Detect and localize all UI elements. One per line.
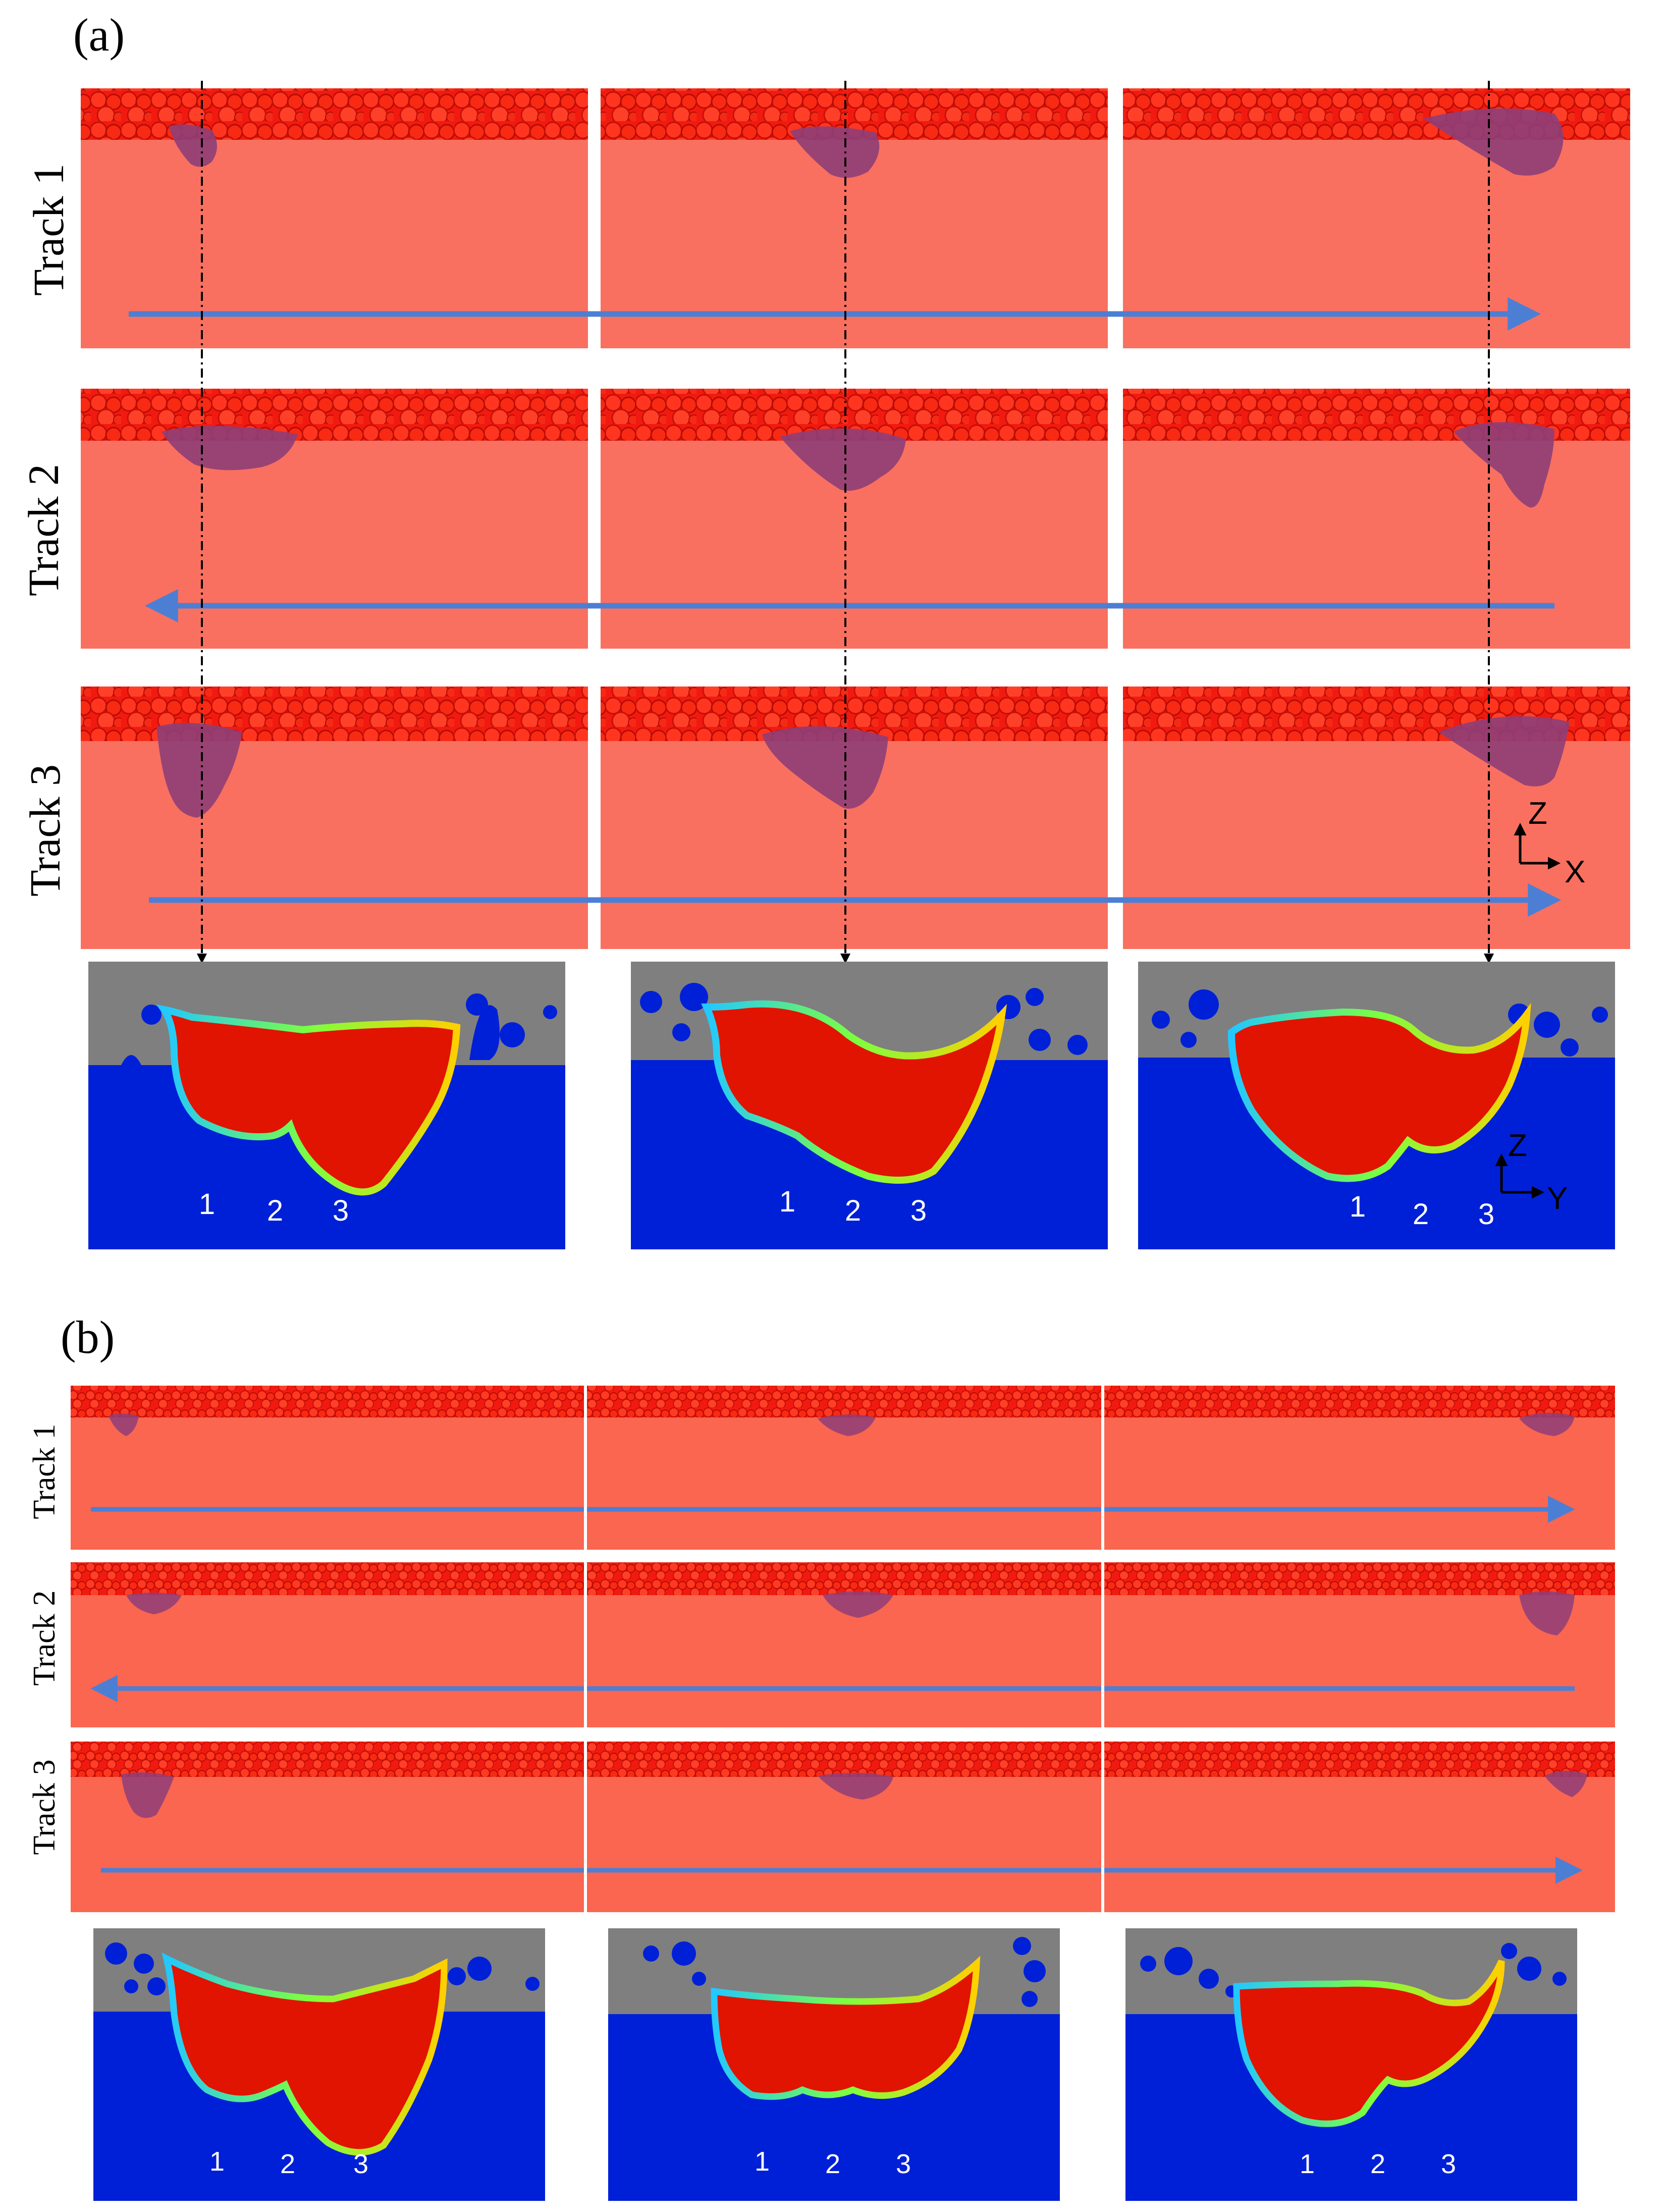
- svg-text:1: 1: [755, 2146, 770, 2177]
- melt-pool-section: [1227, 1003, 1531, 1182]
- svg-text:Track 3: Track 3: [27, 1760, 62, 1855]
- melt-pool-section: [156, 1004, 461, 1196]
- snapshot-a-t3-1: [81, 687, 588, 949]
- svg-text:Track 1: Track 1: [24, 164, 73, 296]
- melt-pool: [1454, 422, 1554, 508]
- track-3-row-a: Z X: [81, 687, 1630, 949]
- cross-section-b-2: 1 2 3: [608, 1928, 1060, 2201]
- svg-text:Track 3: Track 3: [21, 764, 69, 897]
- snapshot-a-t2-2: [601, 389, 1108, 649]
- track-label-a-1: Track 1: [24, 164, 73, 296]
- svg-text:2: 2: [280, 2149, 295, 2179]
- axis-x-label: X: [1565, 855, 1585, 889]
- track-1-row-b: [71, 1386, 1615, 1550]
- svg-text:1: 1: [779, 1185, 795, 1218]
- melt-pool: [126, 1593, 182, 1614]
- snapshot-a-t2-3: [1123, 389, 1630, 649]
- axes-zx: Z X: [1514, 796, 1585, 889]
- track-label-b-1: Track 1: [27, 1424, 62, 1519]
- svg-text:2: 2: [845, 1194, 861, 1227]
- melt-pool: [823, 1591, 893, 1618]
- svg-text:2: 2: [1370, 2149, 1385, 2179]
- melt-pool: [1519, 1591, 1575, 1636]
- svg-text:Track 2: Track 2: [27, 1591, 62, 1686]
- melt-pool-section: [1233, 1960, 1505, 2127]
- melt-pool: [818, 1414, 876, 1436]
- melt-pool: [762, 726, 888, 809]
- svg-text:1: 1: [1300, 2149, 1315, 2179]
- melt-pool: [162, 426, 298, 470]
- cross-section-a-3: 1 2 3 Z Y: [1138, 962, 1615, 1249]
- svg-text:Track 1: Track 1: [27, 1424, 62, 1519]
- melt-pool: [1519, 1412, 1575, 1436]
- melt-pool: [818, 1772, 893, 1800]
- svg-text:2: 2: [1413, 1198, 1429, 1231]
- melt-pool-section: [701, 1000, 1007, 1184]
- melt-pool: [780, 428, 906, 491]
- svg-text:3: 3: [1441, 2149, 1456, 2179]
- melt-pool-section: [162, 1952, 448, 2156]
- svg-text:3: 3: [910, 1194, 927, 1227]
- melt-pool: [1544, 1771, 1587, 1797]
- row-separators-b: [71, 1383, 1615, 1918]
- svg-text:3: 3: [896, 2149, 911, 2179]
- cross-section-a-2: 1 2 3: [631, 962, 1108, 1249]
- svg-text:1: 1: [209, 2146, 225, 2177]
- section-guides: [197, 81, 1494, 964]
- snapshot-a-t2-1: [81, 389, 588, 649]
- snapshot-a-t1-3: [1123, 88, 1630, 348]
- track-label-b-2: Track 2: [27, 1591, 62, 1686]
- panel-b-label: (b): [61, 1311, 115, 1363]
- track-label-a-2: Track 2: [19, 464, 68, 596]
- track-3-row-b: [71, 1742, 1615, 1912]
- track-2-row-b: [71, 1562, 1615, 1727]
- melt-pool: [1438, 716, 1570, 786]
- axes-zy: Z Y: [1495, 1128, 1568, 1216]
- track-1-row-a: [81, 88, 1630, 348]
- svg-text:1: 1: [199, 1188, 215, 1221]
- melt-pool: [109, 1413, 139, 1436]
- snapshot-a-t1-1: [81, 88, 588, 348]
- melt-pool-section: [711, 1956, 981, 2100]
- svg-text:2: 2: [825, 2149, 840, 2179]
- svg-text:3: 3: [353, 2149, 368, 2179]
- cross-section-a-1: 1 2 3: [88, 962, 565, 1249]
- melt-pool: [169, 124, 217, 167]
- axis-z-label: Z: [1528, 796, 1547, 831]
- track-2-row-a: [81, 389, 1630, 649]
- snapshot-a-t3-2: [601, 687, 1108, 949]
- panel-a-label: (a): [73, 9, 125, 61]
- svg-text:1: 1: [1350, 1190, 1366, 1223]
- svg-text:2: 2: [267, 1194, 283, 1227]
- melt-pool: [790, 126, 880, 178]
- cross-section-b-3: 1 2 3: [1125, 1928, 1577, 2201]
- svg-text:3: 3: [333, 1194, 349, 1227]
- snapshot-a-t3-3: [1123, 687, 1630, 949]
- track-label-a-3: Track 3: [21, 764, 69, 897]
- svg-text:3: 3: [1478, 1198, 1494, 1231]
- axis-y-label: Y: [1547, 1181, 1568, 1216]
- track-label-b-3: Track 3: [27, 1760, 62, 1855]
- melt-pool: [121, 1772, 174, 1818]
- melt-pool: [156, 723, 242, 818]
- snapshot-a-t1-2: [601, 88, 1108, 348]
- melt-pool: [1423, 108, 1564, 176]
- svg-text:Track 2: Track 2: [19, 464, 68, 596]
- axis-z-label: Z: [1508, 1128, 1527, 1163]
- cross-section-b-1: 1 2 3: [93, 1928, 545, 2201]
